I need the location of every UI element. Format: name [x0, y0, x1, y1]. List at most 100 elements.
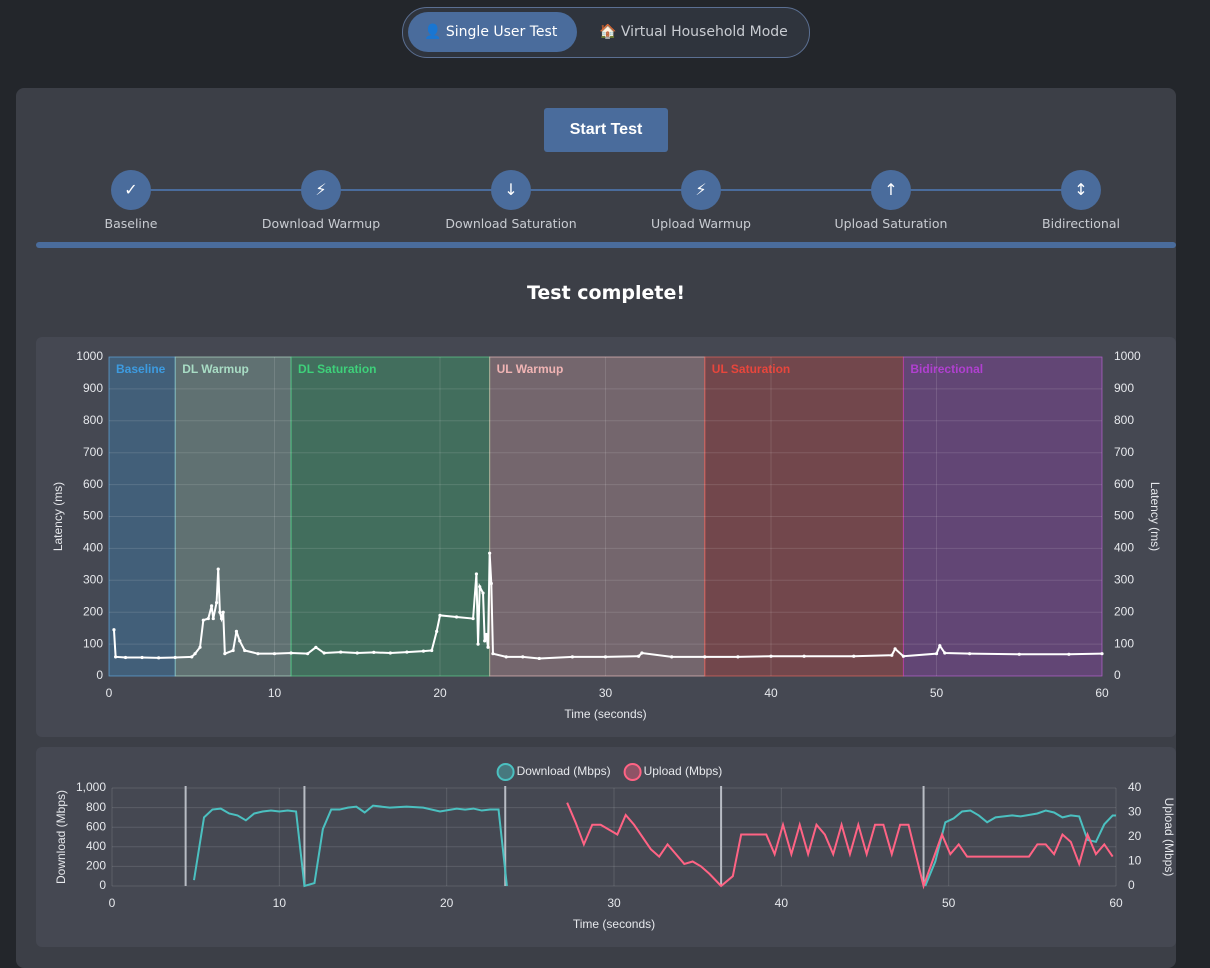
- start-button[interactable]: Start Test: [544, 108, 668, 152]
- stage-icon: ⚡: [681, 170, 721, 210]
- data-point: [306, 652, 310, 656]
- y2-tick-label: 0: [1114, 668, 1121, 682]
- x-tick-label: 10: [268, 686, 282, 700]
- data-point: [934, 652, 939, 656]
- y2-tick-label: 0: [1128, 878, 1135, 892]
- data-point: [703, 655, 707, 659]
- data-point: [405, 650, 409, 654]
- y2-tick-label: 400: [1114, 541, 1134, 555]
- data-point: [640, 651, 644, 655]
- data-point: [214, 601, 219, 605]
- phase-label: UL Warmup: [497, 362, 564, 376]
- data-point: [484, 632, 488, 637]
- data-point: [537, 656, 541, 661]
- data-point: [140, 655, 144, 660]
- x-tick-label: 0: [106, 686, 113, 700]
- data-point: [238, 639, 242, 643]
- x-tick-label: 0: [109, 896, 116, 910]
- data-point: [173, 655, 177, 660]
- data-point: [769, 654, 773, 658]
- y2-tick-label: 200: [1114, 604, 1134, 618]
- progress-bar: [36, 242, 1176, 248]
- stage-connector: [131, 189, 1081, 191]
- y2-axis-label: Latency (ms): [1148, 482, 1162, 551]
- phase-region: [174, 356, 292, 677]
- x-tick-label: 40: [764, 686, 778, 700]
- data-point: [201, 618, 205, 622]
- stage: ↓ Download Saturation: [421, 170, 601, 231]
- legend-swatch: [623, 763, 642, 781]
- x-tick-label: 20: [433, 686, 447, 700]
- test-panel: Start Test ✓ Baseline ⚡ Download Warmup ↓ Dow…: [16, 88, 1176, 968]
- y2-tick-label: 800: [1114, 413, 1134, 427]
- data-point: [190, 655, 194, 659]
- data-point: [234, 629, 239, 633]
- data-point: [314, 645, 318, 649]
- data-point: [670, 655, 674, 659]
- tab-household[interactable]: 🏠 Virtual Household Mode: [583, 12, 805, 52]
- tab-label: Virtual Household Mode: [620, 24, 788, 40]
- y-tick-label: 0: [96, 668, 103, 682]
- legend-label: Download (Mbps): [517, 764, 611, 778]
- data-point: [289, 651, 293, 655]
- data-point: [272, 652, 277, 656]
- data-point: [478, 585, 482, 589]
- data-point: [231, 648, 235, 653]
- data-point: [521, 655, 525, 659]
- data-point: [1017, 652, 1021, 656]
- stage-label: Upload Saturation: [834, 216, 948, 231]
- data-point: [430, 648, 434, 653]
- data-point: [938, 644, 942, 648]
- data-point: [901, 654, 906, 658]
- series-line: [566, 802, 1114, 890]
- data-point: [486, 645, 490, 649]
- latency-card: Baseline DL Warmup DL Saturation UL Warmup U…: [36, 337, 1176, 737]
- stage-label: Baseline: [104, 216, 158, 231]
- stage: ↑ Upload Saturation: [801, 170, 981, 231]
- data-point: [435, 629, 439, 633]
- x-axis-label: Time (seconds): [573, 917, 655, 931]
- data-point: [483, 639, 487, 643]
- stage-icon: ✓: [111, 170, 151, 210]
- phase-label: Bidirectional: [910, 362, 983, 376]
- series-line: [193, 804, 1116, 888]
- x-axis-label: Time (seconds): [564, 707, 646, 721]
- x-tick-label: 50: [930, 686, 944, 700]
- y-tick-label: 300: [83, 572, 103, 586]
- phase-label: UL Saturation: [712, 362, 790, 376]
- data-point: [114, 655, 118, 659]
- data-point: [736, 655, 740, 659]
- tab-single[interactable]: 👤 Single User Test: [408, 12, 577, 52]
- y2-tick-label: 30: [1128, 805, 1142, 819]
- data-point: [476, 642, 480, 646]
- stage-icon: ↑: [871, 170, 911, 210]
- data-point: [890, 653, 894, 657]
- y2-tick-label: 700: [1114, 445, 1134, 459]
- y2-tick-label: 10: [1128, 854, 1142, 868]
- x-tick-label: 10: [273, 896, 287, 910]
- data-point: [1067, 652, 1071, 656]
- data-point: [157, 656, 161, 660]
- x-tick-label: 60: [1109, 896, 1123, 910]
- y2-tick-label: 1000: [1114, 349, 1141, 363]
- data-point: [223, 652, 227, 656]
- y-axis-label: Download (Mbps): [54, 790, 68, 884]
- data-point: [221, 610, 225, 614]
- phase-region: [704, 356, 904, 677]
- data-point: [570, 655, 575, 659]
- data-point: [339, 650, 343, 654]
- y-tick-label: 800: [86, 800, 106, 814]
- data-point: [504, 655, 508, 659]
- data-point: [454, 615, 459, 619]
- x-tick-label: 50: [942, 896, 956, 910]
- y2-tick-label: 600: [1114, 477, 1134, 491]
- data-point: [219, 616, 224, 621]
- y-tick-label: 900: [83, 381, 103, 395]
- y2-axis-label: Upload (Mbps): [1162, 798, 1176, 877]
- data-point: [943, 651, 947, 655]
- latency-chart: Baseline DL Warmup DL Saturation UL Warmup U…: [51, 349, 1162, 721]
- tab-icon: 👤: [424, 24, 442, 40]
- data-point: [603, 655, 608, 659]
- throughput-card: 0 200 400 600 800 1,000 0 10 20 30 40 0 10 20 30 40 50 60…: [36, 747, 1176, 947]
